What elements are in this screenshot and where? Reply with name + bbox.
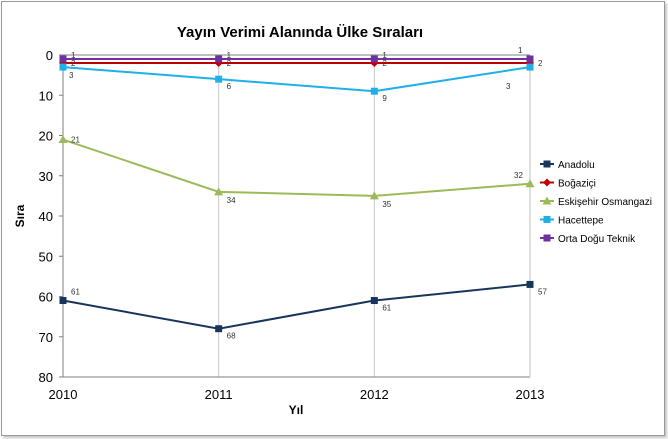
point-anadolu-2010	[59, 297, 67, 305]
y-tick-label-20: 20	[39, 129, 53, 144]
legend-marker-eskişehir-osmangazi	[542, 196, 552, 205]
data-label-boğaziçi-2013: 2	[538, 59, 543, 68]
grid-layer	[218, 55, 375, 377]
x-tick-label-2013: 2013	[516, 387, 545, 402]
series-layer	[58, 55, 535, 333]
data-label-anadolu-2010: 61	[71, 288, 80, 297]
point-orta-doğu-teknik-2012	[370, 55, 378, 63]
data-label-anadolu-2013: 57	[538, 287, 547, 296]
legend-label-boğaziçi: Boğaziçi	[558, 179, 596, 190]
axis-layer: 2010 2011 2012 2013 0 10 20 30 40 50 60 70 80	[39, 48, 545, 402]
y-tick-label-60: 60	[39, 290, 53, 305]
legend-label-eskişehir-osmangazi: Eskişehir Osmangazi	[558, 197, 652, 208]
legend-label-orta-doğu-teknik: Orta Doğu Teknik	[558, 234, 636, 245]
data-label-hacettepe-2012: 9	[382, 94, 387, 103]
data-label-eskişehir-osmangazi-2012: 35	[382, 200, 391, 209]
point-hacettepe-2011	[215, 75, 223, 83]
point-anadolu-2013	[526, 280, 534, 288]
data-label-hacettepe-2011: 6	[227, 82, 232, 91]
y-axis-title: Sıra	[13, 204, 27, 227]
data-label-eskişehir-osmangazi-2010: 21	[71, 136, 80, 145]
y-tick-label-70: 70	[39, 330, 53, 345]
data-label-hacettepe-2013: 3	[506, 82, 511, 91]
data-label-boğaziçi-2010: 2	[71, 59, 76, 68]
point-anadolu-2012	[370, 297, 378, 305]
data-label-layer: 61 68 61 57 2 2 2 2 21 34 35 32 3 6 9 3 1 1 1 1	[69, 46, 547, 341]
point-hacettepe-2012	[370, 87, 378, 95]
point-eskişehir-osmangazi-2011	[214, 187, 224, 196]
data-label-anadolu-2011: 68	[227, 332, 236, 341]
y-tick-label-50: 50	[39, 249, 53, 264]
y-tick-label-10: 10	[39, 88, 53, 103]
y-tick-label-30: 30	[39, 169, 53, 184]
legend-label-hacettepe: Hacettepe	[558, 216, 604, 227]
data-label-hacettepe-2010: 3	[69, 71, 74, 80]
data-label-boğaziçi-2011: 2	[227, 59, 232, 68]
point-orta-doğu-teknik-2011	[215, 55, 223, 63]
data-label-orta-doğu-teknik-2012: 1	[382, 51, 387, 60]
point-anadolu-2011	[215, 325, 223, 333]
point-eskişehir-osmangazi-2012	[369, 191, 379, 200]
data-label-orta-doğu-teknik-2010: 1	[71, 51, 76, 60]
point-eskişehir-osmangazi-2013	[525, 179, 535, 188]
legend-marker-hacettepe	[543, 216, 551, 223]
x-tick-label-2010: 2010	[49, 387, 78, 402]
legend-label-anadolu: Anadolu	[558, 160, 595, 171]
legend-marker-orta-doğu-teknik	[543, 234, 551, 242]
point-hacettepe-2010	[59, 63, 67, 71]
data-label-eskişehir-osmangazi-2011: 34	[227, 196, 236, 205]
point-orta-doğu-teknik-2013	[526, 55, 534, 63]
x-axis-title: Yıl	[289, 403, 304, 417]
data-label-boğaziçi-2012: 2	[382, 59, 387, 68]
x-tick-label-2011: 2011	[205, 387, 233, 402]
point-hacettepe-2013	[526, 63, 534, 71]
legend: Anadolu Boğaziçi Eskişehir Osmangazi Hacett…	[540, 160, 652, 245]
point-orta-doğu-teknik-2010	[59, 55, 67, 63]
y-tick-label-0: 0	[46, 48, 53, 63]
chart-title: Yayın Verimi Alanında Ülke Sıraları	[177, 24, 423, 41]
y-tick-label-80: 80	[39, 370, 53, 385]
y-tick-label-40: 40	[39, 209, 53, 224]
data-label-anadolu-2012: 61	[382, 304, 391, 313]
x-tick-label-2012: 2012	[360, 387, 389, 402]
point-eskişehir-osmangazi-2010	[58, 135, 68, 144]
legend-marker-boğaziçi	[543, 178, 551, 187]
data-label-orta-doğu-teknik-2011: 1	[227, 51, 232, 60]
legend-marker-anadolu	[543, 160, 551, 168]
data-label-eskişehir-osmangazi-2013: 32	[514, 171, 523, 180]
series-line-eskişehir-osmangazi	[62, 138, 531, 197]
series-line-anadolu	[62, 283, 531, 330]
series-line-hacettepe	[62, 66, 531, 93]
data-label-orta-doğu-teknik-2013: 1	[518, 46, 523, 55]
